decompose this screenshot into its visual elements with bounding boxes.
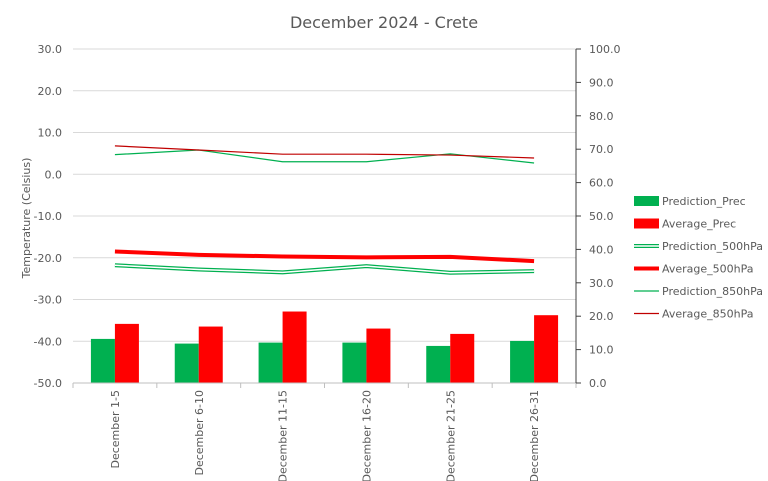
legend-swatch-Prediction_Prec	[634, 196, 659, 206]
chart-title: December 2024 - Crete	[290, 13, 478, 32]
legend-label: Prediction_Prec	[662, 195, 746, 208]
y2-tick-label: 70.0	[589, 143, 614, 156]
line-Average_500hPa	[114, 249, 535, 264]
y-tick-label: 10.0	[38, 127, 63, 140]
x-tick-label: December 1-5	[109, 390, 122, 469]
legend-swatch-Average_Prec	[634, 218, 659, 229]
legend-label: Prediction_500hPa	[662, 240, 763, 253]
x-tick-label: December 16-20	[360, 390, 373, 481]
x-axis-ticks: December 1-5 December 6-10 December 11-15 D…	[109, 390, 541, 481]
bar-Average_Prec	[366, 328, 391, 383]
x-tick-label: December 6-10	[193, 390, 206, 476]
y-tick-label: 0.0	[45, 168, 63, 181]
y-axis-label: Temperature (Celsius)	[20, 158, 33, 280]
y2-tick-label: 10.0	[589, 344, 614, 357]
line-Prediction_500hPa-inner	[114, 264, 535, 274]
y2-axis-ticks: 100.0 90.0 80.0 70.0 60.0 50.0 40.0 30.0 20.0 10.…	[589, 43, 621, 390]
y2-tick-label: 40.0	[589, 243, 614, 256]
legend-label: Average_Prec	[662, 218, 736, 231]
y-tick-label: -30.0	[34, 294, 62, 307]
bar-Prediction_Prec	[174, 343, 199, 383]
y2-tick-label: 50.0	[589, 210, 614, 223]
x-tick-label: December 11-15	[277, 390, 290, 481]
bar-Prediction_Prec	[342, 342, 367, 383]
bar-Average_Prec	[282, 311, 307, 383]
legend-label: Average_500hPa	[662, 263, 754, 276]
legend-label: Average_850hPa	[662, 308, 754, 321]
y2-tick-label: 60.0	[589, 177, 614, 190]
line-Average_850hPa	[114, 145, 535, 159]
line-Prediction_850hPa	[114, 149, 535, 164]
y-tick-label: -20.0	[34, 252, 62, 265]
legend: Prediction_Prec Average_Prec Prediction_50…	[634, 195, 763, 321]
y-tick-label: 20.0	[38, 85, 63, 98]
bar-Prediction_Prec	[258, 342, 283, 383]
y2-tick-label: 80.0	[589, 110, 614, 123]
bar-Average_Prec	[114, 323, 139, 383]
series-lines	[114, 145, 535, 275]
bar-Prediction_Prec	[426, 345, 451, 383]
axes	[72, 48, 581, 388]
x-tick-label: December 21-25	[444, 390, 457, 481]
x-tick-label: December 26-31	[528, 390, 541, 481]
y-tick-label: -40.0	[34, 335, 62, 348]
bar-Average_Prec	[534, 315, 559, 383]
bar-Prediction_Prec	[510, 340, 535, 383]
y2-tick-label: 90.0	[589, 76, 614, 89]
y-tick-label: 30.0	[38, 43, 63, 56]
gridlines	[73, 48, 576, 384]
y-tick-label: -50.0	[34, 377, 62, 390]
y2-tick-label: 0.0	[589, 377, 607, 390]
y2-tick-label: 30.0	[589, 277, 614, 290]
y2-tick-label: 20.0	[589, 310, 614, 323]
y-axis-ticks: 30.0 20.0 10.0 0.0 -10.0 -20.0 -30.0 -40.0 -50.0	[34, 43, 62, 390]
bar-Average_Prec	[450, 333, 475, 383]
y2-tick-label: 100.0	[589, 43, 621, 56]
bar-Average_Prec	[198, 326, 223, 383]
legend-label: Prediction_850hPa	[662, 285, 763, 298]
bar-Prediction_Prec	[90, 338, 115, 383]
bars	[90, 311, 559, 383]
y-tick-label: -10.0	[34, 210, 62, 223]
